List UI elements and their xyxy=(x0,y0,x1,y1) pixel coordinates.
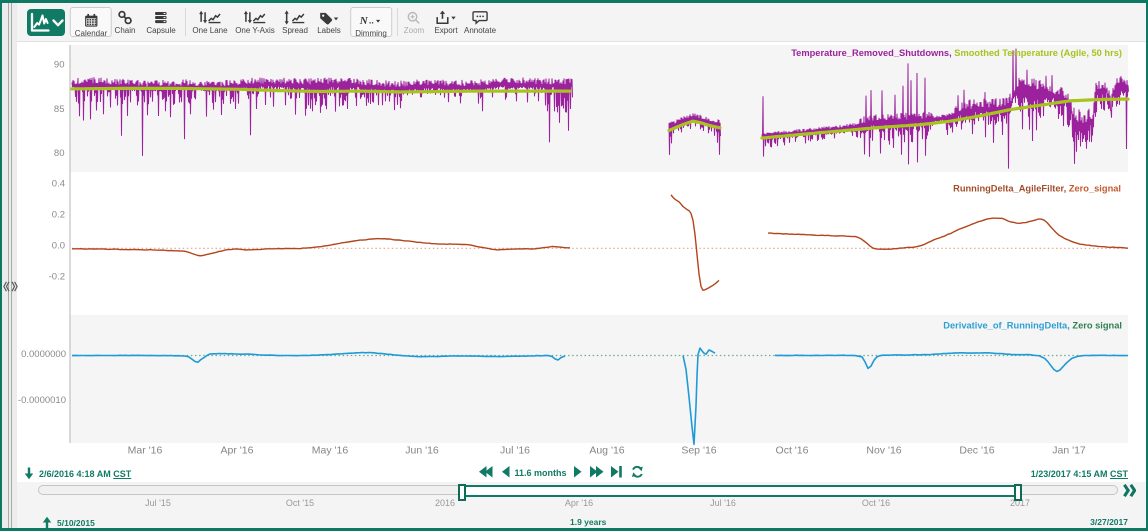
svg-text:0.0: 0.0 xyxy=(52,241,65,252)
svg-text:11.6 months: 11.6 months xyxy=(514,468,566,478)
svg-text:Jan '17: Jan '17 xyxy=(1052,445,1086,457)
svg-text:85: 85 xyxy=(54,104,65,115)
svg-text:0.0000000: 0.0000000 xyxy=(21,349,66,360)
svg-text:RunningDelta_AgileFilter, Zero: RunningDelta_AgileFilter, Zero_signal xyxy=(953,184,1121,194)
svg-text:Jul '16: Jul '16 xyxy=(500,445,530,457)
svg-text:Aug '16: Aug '16 xyxy=(589,445,624,457)
svg-text:90: 90 xyxy=(54,60,65,71)
svg-text:Nov '16: Nov '16 xyxy=(866,445,901,457)
svg-text:Derivative_of_RunningDelta, Ze: Derivative_of_RunningDelta, Zero signal xyxy=(943,321,1122,331)
svg-text:Oct '16: Oct '16 xyxy=(776,445,809,457)
svg-text:Jun '16: Jun '16 xyxy=(405,445,439,457)
svg-text:Dec '16: Dec '16 xyxy=(959,445,994,457)
svg-text:80: 80 xyxy=(54,148,65,159)
svg-text:-0.0000010: -0.0000010 xyxy=(18,395,66,406)
svg-text:-0.2: -0.2 xyxy=(49,272,65,283)
svg-text:Apr '16: Apr '16 xyxy=(221,445,254,457)
svg-text:Mar '16: Mar '16 xyxy=(128,445,163,457)
svg-text:N: N xyxy=(359,15,369,27)
svg-text:0.2: 0.2 xyxy=(52,210,65,221)
svg-text:0.4: 0.4 xyxy=(52,179,65,190)
svg-text:May '16: May '16 xyxy=(312,445,349,457)
svg-text:Sep '16: Sep '16 xyxy=(681,445,716,457)
svg-text:Temperature_Removed_Shutdowns,: Temperature_Removed_Shutdowns, Smoothed … xyxy=(791,48,1122,58)
